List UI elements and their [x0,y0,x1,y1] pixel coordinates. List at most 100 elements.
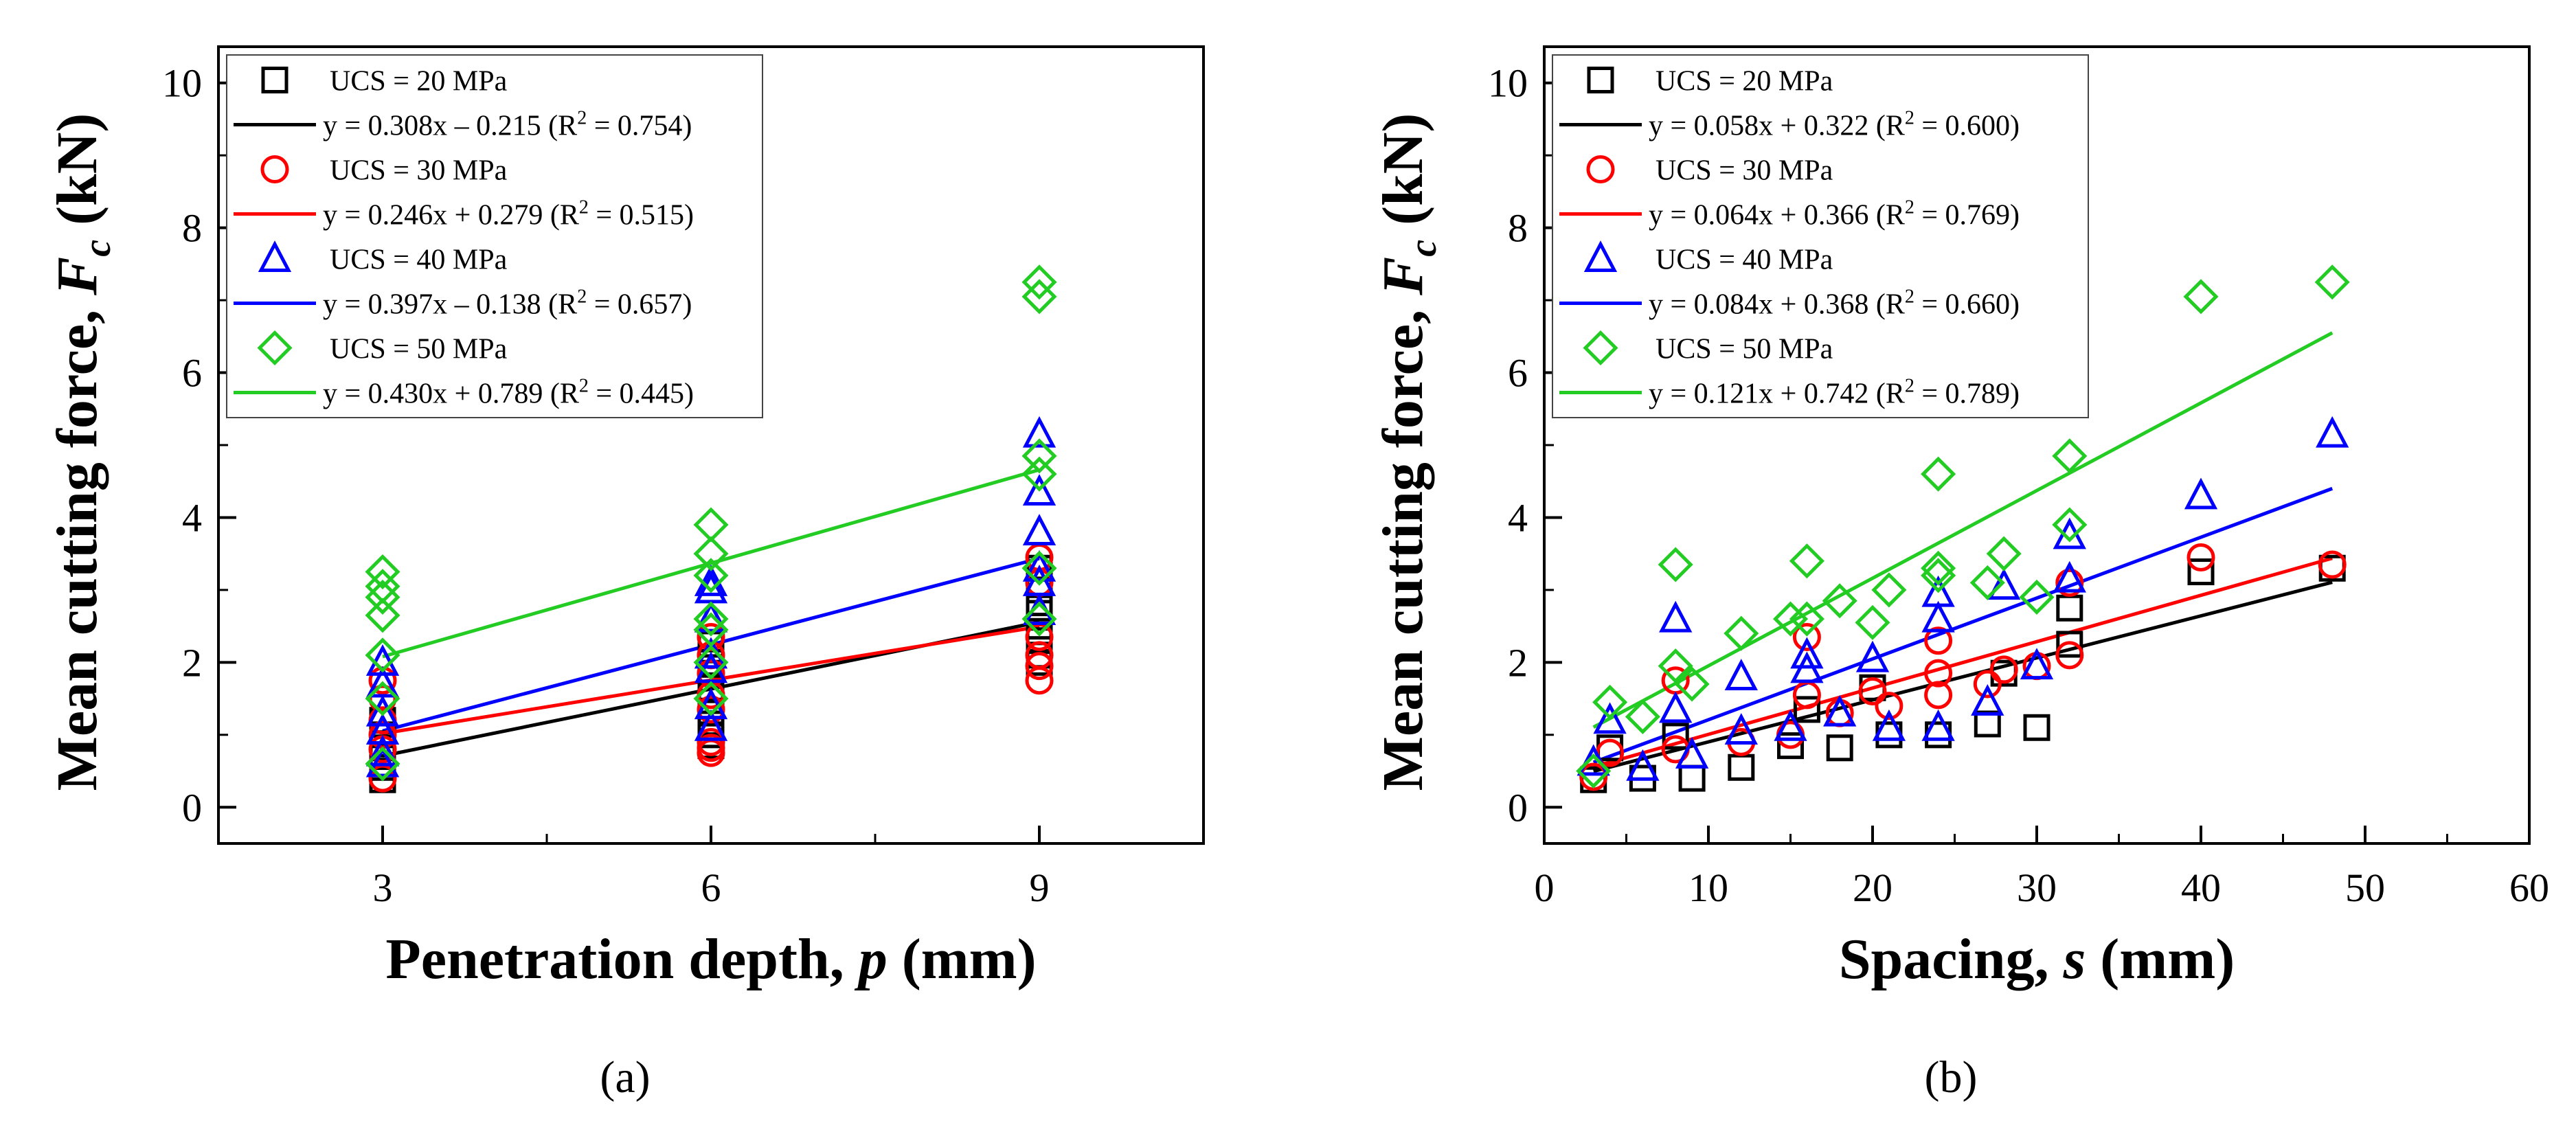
chart-panel-a: 0 2 4 6 8 10 3 6 9 Penetration depth, p (mm) Mean … [45,45,1205,991]
data-point-series-2 [1924,626,1953,655]
legend-fit-label-series-4: y = 0.430x + 0.789 (R2 = 0.445) [323,376,694,410]
data-point-series-2 [697,695,725,724]
legend-marker-series-4 [257,330,293,366]
data-point-series-2 [1973,670,2002,699]
y-tick-label: 0 [1508,785,1528,830]
legend-marker-series-2 [260,155,289,183]
data-point-series-2 [1579,762,1608,791]
data-point-series-2 [2055,641,2084,670]
data-point-series-3 [365,734,400,767]
x-axis-title: Spacing, s (mm) [1839,927,2235,991]
panel-b-label: (b) [1925,1052,1978,1102]
legend-fit-label-series-4: y = 0.121x + 0.742 (R2 = 0.789) [1649,376,2020,410]
data-point-series-4 [1822,583,1857,619]
fit-line-series-4 [1592,331,2334,729]
data-point-series-1 [1678,764,1706,792]
data-point-series-4 [1674,666,1710,702]
data-point-series-4 [1724,615,1759,651]
legend-marker-series-3 [258,240,292,272]
y-tick-label: 8 [1508,206,1528,251]
data-point-series-4 [1021,279,1057,315]
legend-label-series-4: UCS = 50 MPa [1656,334,1833,365]
data-point-series-4 [1658,648,1693,684]
data-point-series-1 [1662,723,1689,750]
legend-label-series-2: UCS = 30 MPa [330,155,508,187]
data-point-series-3 [694,600,728,633]
data-point-series-3 [365,713,400,745]
data-point-series-4 [1576,753,1612,789]
x-tick-label: 60 [2509,865,2549,910]
legend-label-series-3: UCS = 40 MPa [1656,245,1833,276]
data-point-series-4 [1969,565,2005,600]
x-tick-label: 30 [2017,865,2057,910]
data-point-series-3 [1022,549,1057,582]
data-point-series-3 [2053,560,2086,593]
legend-marker-series-1 [1587,67,1614,93]
data-point-series-4 [1021,264,1057,300]
data-point-series-4 [2314,264,2350,300]
data-point-series-4 [1772,601,1809,637]
data-point-series-4 [1789,601,1824,637]
x-tick-label: 20 [1853,865,1893,910]
data-point-series-2 [1792,622,1821,651]
fit-line-series-4 [382,468,1040,659]
data-point-series-3 [2020,648,2054,680]
y-tick-label: 10 [162,61,202,106]
data-point-series-3 [2053,517,2086,549]
data-point-series-4 [2183,279,2219,315]
data-point-series-4 [693,507,729,543]
data-point-series-4 [693,644,729,680]
data-point-series-3 [1921,709,1955,741]
y-axis-title: Mean cutting force, Fc (kN) [45,113,119,791]
data-point-series-3 [1921,575,1955,607]
data-point-series-2 [697,727,725,756]
legend-marker-series-3 [1583,240,1618,272]
data-point-series-1 [2056,594,2083,622]
data-point-series-1 [1026,613,1053,640]
legend-box [1552,54,2089,418]
data-point-series-2 [2187,543,2215,571]
data-point-series-4 [2052,438,2088,474]
data-point-series-3 [1659,600,1693,633]
data-point-series-4 [1021,456,1057,492]
data-point-series-2 [1025,666,1054,695]
data-point-series-4 [693,536,729,571]
x-tick-label: 6 [701,865,721,910]
data-point-series-2 [1792,681,1821,710]
data-point-series-4 [1789,543,1824,579]
data-point-series-3 [1987,568,2021,600]
legend-box [226,54,763,418]
data-point-series-4 [365,598,400,633]
legend-label-series-2: UCS = 30 MPa [1656,155,1833,187]
legend-fit-label-series-1: y = 0.058x + 0.322 (R2 = 0.600) [1649,108,2020,142]
fit-line-series-2 [1593,556,2333,769]
x-tick-label: 50 [2345,865,2385,910]
data-point-series-4 [1986,536,2022,571]
data-point-series-4 [1625,699,1660,734]
data-point-series-3 [1022,416,1057,448]
x-axis-title: Penetration depth, p (mm) [385,927,1036,991]
x-tick-label: 10 [1688,865,1728,910]
legend-label-series-1: UCS = 20 MPa [330,66,508,98]
data-point-series-1 [2056,631,2083,658]
chart-panel-b: 0 2 4 6 8 10 0 10 20 30 40 50 60 Spacing, s (mm) Mean … [1371,45,2549,991]
fit-line-series-1 [1593,580,2333,773]
data-point-series-4 [693,558,729,593]
y-tick-label: 2 [182,640,202,685]
data-point-series-2 [1858,677,1887,706]
data-point-series-3 [1855,640,1890,672]
data-point-series-3 [694,709,728,741]
data-point-series-3 [1022,474,1057,506]
fit-line-series-3 [1592,486,2334,764]
data-point-series-4 [693,681,729,716]
data-point-series-1 [1728,753,1755,781]
data-point-series-4 [1921,558,1956,593]
data-point-series-4 [365,681,400,716]
data-point-series-4 [1021,438,1057,474]
y-axis-title: Mean cutting force, Fc (kN) [1371,113,1445,791]
data-point-series-2 [1924,659,1953,688]
x-tick-label: 3 [373,865,393,910]
data-point-series-2 [1875,692,1903,721]
data-point-series-2 [2055,568,2084,597]
